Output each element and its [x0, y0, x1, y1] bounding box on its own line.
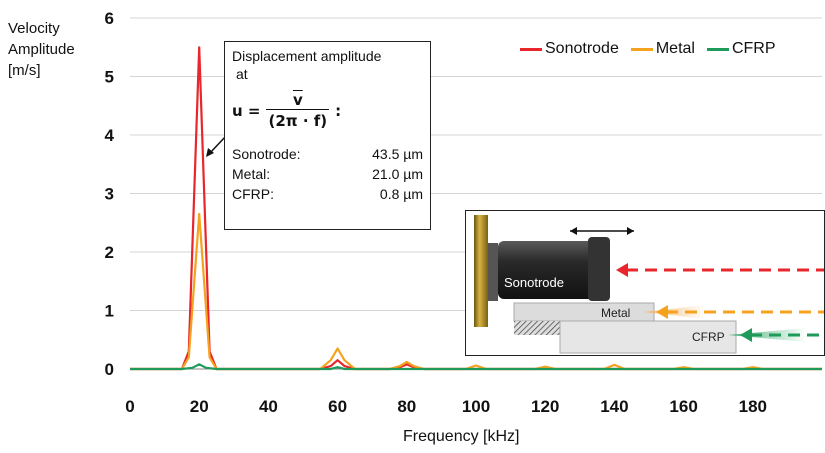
sonotrode-label: Sonotrode — [504, 275, 564, 290]
legend-swatch-sonotrode — [520, 47, 542, 51]
y-tick-label-0: 0 — [105, 360, 114, 379]
amplitude-table: Sonotrode: 43.5 µm Metal: 21.0 µm CFRP: … — [232, 144, 423, 204]
legend: Sonotrode Metal CFRP — [520, 40, 776, 58]
annotation-line-2: at — [236, 66, 248, 82]
formula-lhs: u = — [232, 101, 261, 120]
annotation-line-1: Displacement amplitude — [232, 48, 382, 64]
series-line-cfrp — [130, 363, 822, 371]
series-lines — [130, 46, 822, 371]
setup-schematic: Sonotrode Metal CFRP — [474, 215, 824, 354]
amplitude-label-cfrp: CFRP: — [232, 186, 274, 202]
laser-arrow-cfrp — [740, 328, 752, 342]
y-axis-label-line-2: Amplitude — [8, 41, 75, 58]
legend-swatch-cfrp — [706, 47, 729, 51]
x-tick-label-9: 180 — [739, 397, 767, 416]
arrow-shaft — [208, 135, 227, 155]
legend-label-metal: Metal — [655, 40, 695, 57]
setup-schematic-inset: Sonotrode Metal CFRP — [465, 210, 825, 356]
annotation-arrow — [206, 135, 227, 157]
x-tick-label-4: 80 — [397, 397, 416, 416]
amplitude-row-sonotrode: Sonotrode: 43.5 µm — [232, 144, 423, 164]
legend-swatch-metal — [630, 47, 653, 51]
cfrp-label: CFRP — [692, 330, 725, 344]
legend-item-cfrp: CFRP — [706, 40, 776, 58]
sonotrode-body — [498, 241, 598, 299]
cfrp-beam-cone — [728, 328, 806, 342]
y-tick-label-5: 5 — [105, 68, 114, 87]
amplitude-row-cfrp: CFRP: 0.8 µm — [232, 184, 423, 204]
legend-item-metal: Metal — [630, 40, 695, 58]
y-tick-label-3: 3 — [105, 185, 114, 204]
cfrp-sheet — [559, 320, 737, 354]
amplitude-row-metal: Metal: 21.0 µm — [232, 164, 423, 184]
y-tick-label-2: 2 — [105, 243, 114, 262]
y-tick-label-6: 6 — [105, 9, 114, 28]
displacement-formula: u = v (2π · f) : — [232, 91, 423, 130]
x-tick-label-0: 0 — [125, 397, 134, 416]
amplitude-label-metal: Metal: — [232, 166, 271, 182]
laser-arrow-metal — [656, 305, 668, 319]
sonotrode-collar — [488, 243, 498, 301]
legend-label-sonotrode: Sonotrode — [545, 40, 619, 57]
metal-label: Metal — [601, 306, 630, 320]
x-tick-label-3: 60 — [328, 397, 347, 416]
y-tick-label-1: 1 — [105, 302, 114, 321]
arrow-head — [206, 148, 214, 157]
sonotrode-flange — [474, 215, 488, 327]
y-tick-label-4: 4 — [105, 126, 115, 145]
x-tick-label-2: 40 — [259, 397, 278, 416]
legend-item-sonotrode: Sonotrode — [520, 40, 619, 58]
x-tick-label-1: 20 — [190, 397, 209, 416]
laser-arrow-sonotrode — [616, 263, 628, 277]
y-axis-label: Velocity Amplitude [m/s] — [8, 18, 75, 81]
sonotrode-tip — [588, 237, 610, 301]
x-tick-label-5: 100 — [462, 397, 490, 416]
formula-tail: : — [335, 101, 342, 120]
annotation-box: Displacement amplitude at u = v (2π · f)… — [224, 41, 431, 230]
x-tick-label-8: 160 — [669, 397, 697, 416]
x-tick-label-7: 140 — [600, 397, 628, 416]
amplitude-value-sonotrode: 43.5 µm — [372, 146, 423, 162]
amplitude-value-cfrp: 0.8 µm — [379, 186, 423, 202]
amplitude-label-sonotrode: Sonotrode: — [232, 146, 301, 162]
fixture-hatch — [514, 321, 560, 335]
x-axis-label: Frequency [kHz] — [403, 428, 520, 445]
y-axis-label-line-3: [m/s] — [8, 62, 41, 79]
x-tick-label-6: 120 — [531, 397, 559, 416]
metal-sheet — [513, 302, 655, 322]
vibration-arrow-heads — [570, 227, 634, 235]
y-axis-label-line-1: Velocity — [8, 20, 60, 37]
formula-fraction: v (2π · f) — [266, 91, 330, 130]
formula-denominator: (2π · f) — [266, 109, 330, 130]
legend-label-cfrp: CFRP — [731, 40, 776, 57]
amplitude-value-metal: 21.0 µm — [372, 166, 423, 182]
formula-numerator: v — [292, 91, 303, 109]
